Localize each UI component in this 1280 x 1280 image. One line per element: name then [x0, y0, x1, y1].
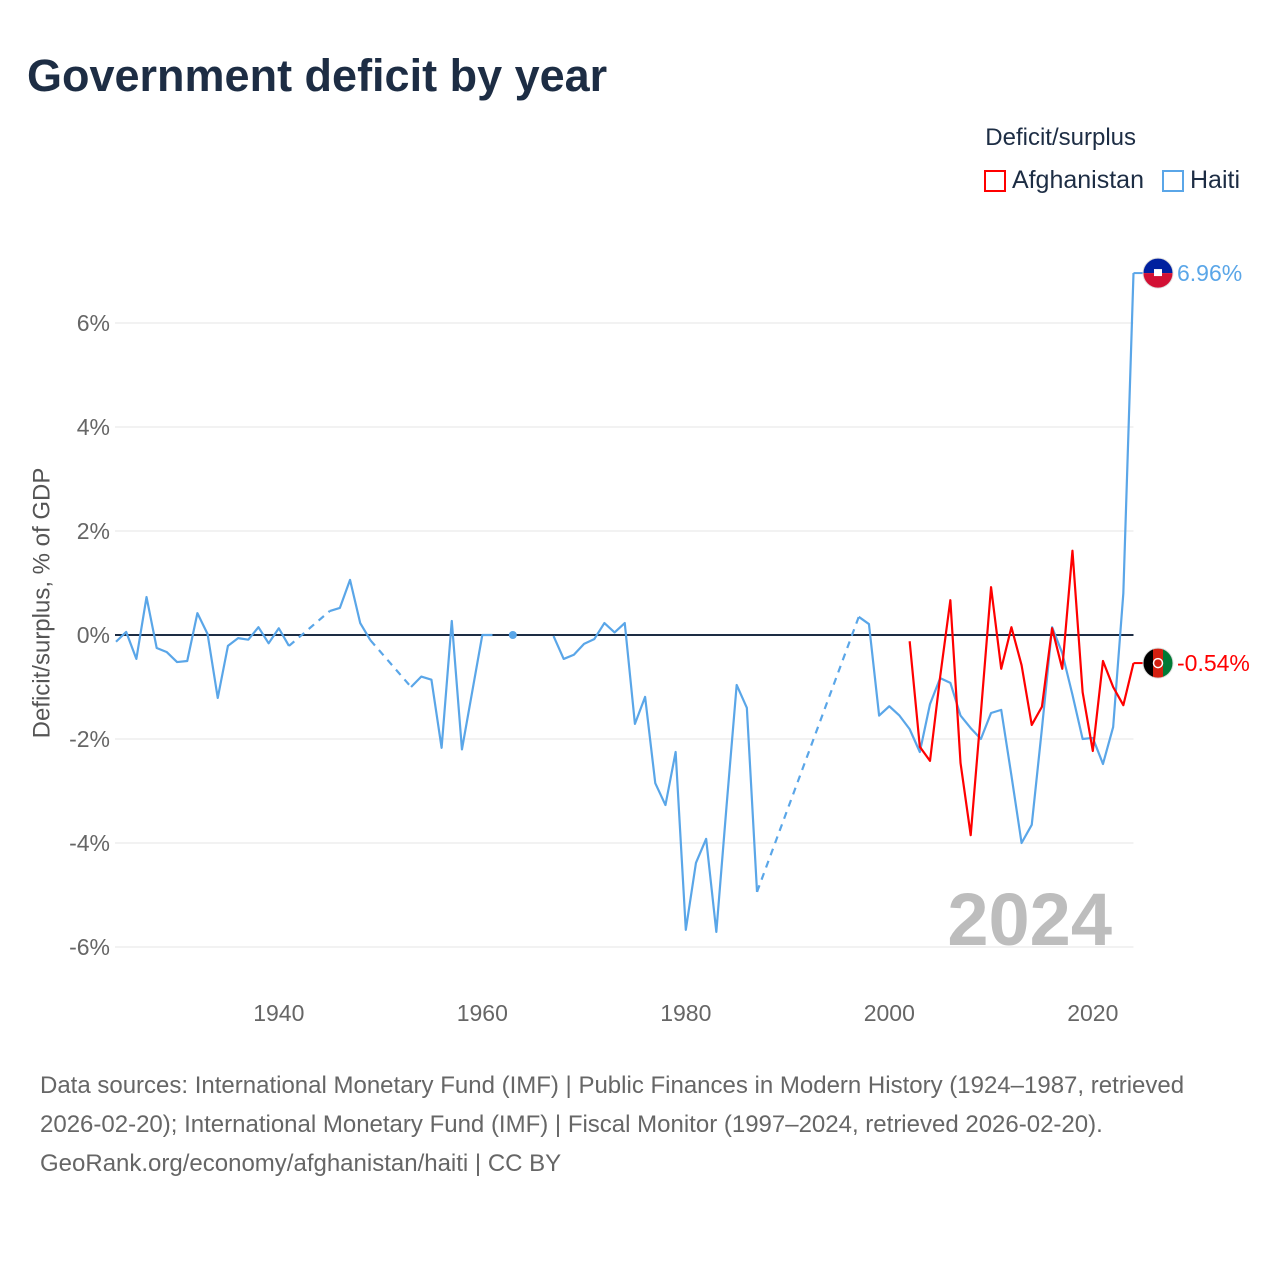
end-markers: 6.96% -0.54% — [1142, 257, 1250, 679]
flag-emblem — [1152, 657, 1164, 669]
current-year-label: 2024 — [947, 878, 1112, 961]
x-axis-ticks: 1940 1960 1980 2000 2020 — [253, 1000, 1118, 1026]
legend-title: Deficit/surplus — [985, 124, 1136, 151]
series-line-haiti — [115, 595, 290, 700]
y-axis-ticks: 6% 4% 2% 0% -2% -4% -6% — [69, 310, 110, 960]
flag-stripe — [1153, 648, 1163, 679]
data-point-haiti — [508, 631, 517, 639]
flag-afghanistan-icon — [1142, 647, 1174, 679]
chart-title: Government deficit by year — [27, 50, 608, 101]
flag-haiti-icon — [1142, 257, 1174, 289]
series-line-haiti — [329, 578, 372, 641]
flag-emblem — [1154, 269, 1162, 277]
y-tick-label: 6% — [77, 310, 110, 336]
series-gap-haiti — [369, 639, 412, 688]
x-tick-label: 1980 — [660, 1000, 711, 1026]
x-tick-label: 1960 — [457, 1000, 508, 1026]
end-value-label-haiti: 6.96% — [1177, 260, 1242, 286]
flag-stripe — [1143, 258, 1173, 274]
legend-item-haiti[interactable]: Haiti — [1161, 166, 1240, 195]
footer: Data sources: International Monetary Fun… — [40, 1066, 1240, 1183]
flag-border — [1142, 647, 1174, 679]
y-axis-label: Deficit/surplus, % of GDP — [29, 468, 56, 739]
legend: Afghanistan Haiti — [983, 166, 1240, 195]
series-line-haiti — [552, 621, 759, 934]
legend-item-afghanistan[interactable]: Afghanistan — [983, 166, 1144, 195]
credit-link[interactable]: GeoRank.org/economy/afghanistan/haiti | … — [40, 1150, 562, 1177]
series-lines — [115, 272, 1144, 934]
x-tick-label: 2000 — [864, 1000, 915, 1026]
gridlines — [115, 322, 1134, 948]
y-tick-label: -6% — [69, 934, 110, 960]
y-tick-label: -2% — [69, 726, 110, 752]
flag-border — [1142, 257, 1174, 289]
series-line-afghanistan — [908, 549, 1135, 837]
series-line-haiti — [858, 273, 1135, 845]
legend-swatch-haiti — [1161, 169, 1184, 192]
series-gap-haiti — [755, 616, 860, 893]
x-tick-label: 2020 — [1067, 1000, 1118, 1026]
y-tick-label: -4% — [69, 830, 110, 856]
flag-stripe — [1163, 648, 1173, 679]
legend-label-afghanistan: Afghanistan — [1011, 166, 1144, 194]
legend-label-haiti: Haiti — [1189, 166, 1240, 194]
line-chart: 6% 4% 2% 0% -2% -4% -6% 1940 1960 1980 2000 2020 2… — [29, 257, 1250, 1026]
x-tick-label: 1940 — [253, 1000, 304, 1026]
flag-stripe — [1143, 648, 1153, 679]
flag-stripe — [1143, 273, 1173, 289]
y-tick-label: 0% — [77, 622, 110, 648]
y-tick-label: 4% — [77, 414, 110, 440]
y-tick-label: 2% — [77, 518, 110, 544]
series-line-haiti — [410, 619, 493, 751]
end-value-label-afghanistan: -0.54% — [1177, 650, 1250, 676]
data-sources: Data sources: International Monetary Fun… — [40, 1072, 1185, 1138]
series-gap-haiti — [288, 610, 331, 647]
legend-swatch-afghanistan — [983, 169, 1006, 192]
